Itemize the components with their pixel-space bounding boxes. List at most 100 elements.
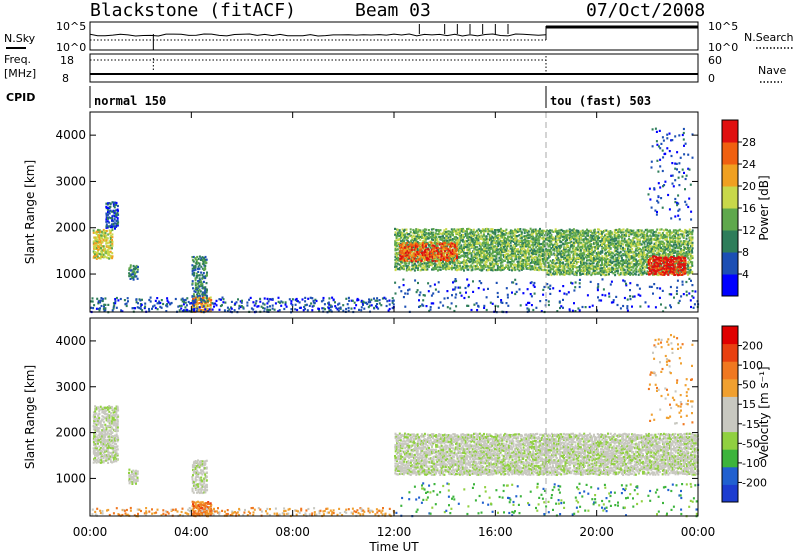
range-cell — [584, 236, 587, 239]
range-cell — [636, 260, 639, 263]
range-cell — [421, 230, 423, 233]
range-cell — [398, 245, 401, 248]
range-cell — [503, 259, 506, 262]
range-cell — [540, 265, 543, 268]
range-cell — [441, 244, 444, 247]
range-cell — [587, 271, 590, 274]
range-cell — [537, 237, 540, 240]
range-cell — [611, 261, 614, 264]
range-cell — [603, 262, 606, 265]
range-cell — [646, 257, 649, 260]
range-cell — [478, 235, 481, 238]
range-cell — [643, 249, 646, 252]
range-cell — [669, 231, 672, 234]
range-cell — [546, 242, 549, 245]
range-cell — [456, 260, 459, 263]
range-cell — [658, 258, 661, 261]
range-cell — [656, 257, 658, 260]
range-cell — [481, 269, 484, 272]
range-cell — [495, 236, 498, 239]
range-cell — [92, 240, 95, 243]
range-cell — [639, 260, 642, 263]
range-cell — [527, 249, 530, 252]
range-cell — [426, 268, 429, 271]
range-cell — [133, 275, 136, 278]
range-cell — [467, 253, 470, 256]
range-cell — [572, 245, 575, 248]
range-cell — [575, 239, 578, 242]
range-cell — [413, 254, 415, 257]
range-cell — [196, 307, 199, 310]
range-cell — [648, 273, 650, 276]
range-cell — [197, 302, 199, 305]
range-cell — [639, 269, 642, 272]
range-cell — [633, 251, 636, 254]
range-cell — [137, 265, 139, 268]
range-cell — [408, 235, 411, 238]
range-cell — [529, 268, 532, 271]
range-cell — [176, 310, 178, 313]
range-cell — [488, 258, 491, 261]
range-cell — [556, 247, 558, 250]
range-cell — [381, 297, 384, 300]
range-cell — [566, 269, 569, 272]
range-cell — [537, 244, 540, 247]
range-cell — [528, 266, 531, 269]
range-cell — [526, 249, 529, 252]
range-cell — [399, 235, 402, 238]
range-cell — [569, 234, 572, 237]
range-cell — [619, 255, 622, 258]
cpid-segment-label: normal 150 — [94, 94, 166, 108]
range-cell — [466, 248, 469, 251]
range-cell — [609, 231, 612, 234]
range-cell — [201, 276, 204, 279]
range-cell — [650, 231, 653, 234]
range-cell — [477, 228, 480, 231]
range-cell — [571, 267, 574, 270]
range-cell — [584, 269, 587, 273]
range-cell — [184, 301, 187, 304]
range-cell — [534, 231, 537, 234]
range-cell — [432, 247, 435, 250]
range-cell — [487, 256, 490, 259]
range-cell — [401, 234, 404, 237]
range-cell — [447, 233, 450, 236]
range-cell — [438, 257, 441, 260]
range-cell — [574, 229, 577, 232]
range-cell — [460, 250, 463, 253]
range-cell — [557, 268, 560, 271]
range-cell — [500, 234, 503, 237]
range-cell — [403, 259, 406, 262]
range-cell — [495, 254, 498, 257]
range-cell — [619, 268, 622, 271]
range-cell — [556, 239, 559, 242]
range-cell — [474, 260, 477, 263]
range-cell — [476, 234, 479, 238]
range-cell — [508, 261, 511, 264]
range-cell — [607, 261, 609, 264]
range-cell — [577, 248, 579, 251]
range-cell — [640, 264, 643, 268]
range-cell — [649, 257, 651, 260]
range-cell — [578, 238, 581, 241]
range-cell — [642, 255, 645, 258]
range-cell — [557, 267, 560, 270]
range-cell — [200, 280, 202, 283]
range-cell — [534, 228, 537, 231]
range-cell — [158, 300, 161, 303]
range-cell — [672, 251, 675, 254]
range-cell — [206, 301, 209, 304]
range-cell — [608, 268, 611, 271]
range-cell — [614, 274, 617, 277]
range-cell — [470, 236, 473, 239]
range-cell — [524, 236, 527, 239]
range-cell — [543, 237, 546, 240]
range-cell — [594, 247, 597, 250]
range-cell — [413, 231, 415, 234]
range-cell — [595, 271, 598, 274]
range-cell — [549, 240, 551, 243]
range-cell — [640, 270, 643, 273]
range-cell — [451, 250, 454, 253]
range-cell — [581, 258, 584, 261]
range-cell — [456, 255, 459, 258]
